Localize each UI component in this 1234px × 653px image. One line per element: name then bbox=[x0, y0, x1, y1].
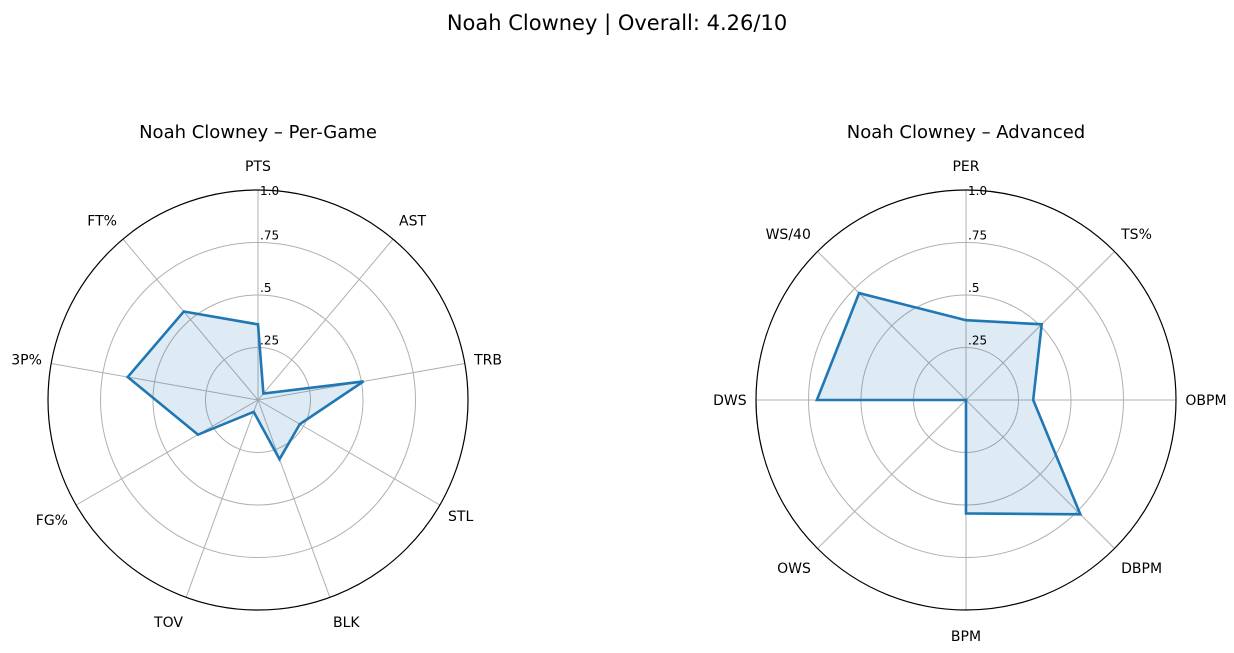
figure-title: Noah Clowney | Overall: 4.26/10 bbox=[447, 11, 787, 36]
category-label: BLK bbox=[333, 615, 360, 631]
spoke-gridline bbox=[965, 251, 1115, 401]
series-area bbox=[127, 311, 364, 460]
radial-tick-label: .75 bbox=[260, 229, 279, 243]
category-label: WS/40 bbox=[766, 227, 811, 243]
spoke-gridline bbox=[817, 251, 967, 401]
spoke-gridline bbox=[185, 399, 259, 598]
radial-tick-label: .5 bbox=[968, 281, 979, 295]
category-label: OBPM bbox=[1185, 393, 1226, 409]
chart-title: Noah Clowney – Advanced bbox=[847, 122, 1085, 143]
radial-tick-label: .25 bbox=[968, 334, 987, 348]
category-label: TS% bbox=[1120, 227, 1152, 243]
category-label: STL bbox=[448, 509, 473, 525]
series-area bbox=[816, 293, 1081, 515]
category-label: 3P% bbox=[11, 353, 42, 369]
category-label: AST bbox=[399, 213, 426, 229]
spoke-gridline bbox=[965, 399, 1115, 549]
category-label: PTS bbox=[245, 159, 271, 175]
category-label: FT% bbox=[87, 213, 117, 229]
category-label: TOV bbox=[153, 615, 183, 631]
category-label: DWS bbox=[713, 393, 747, 409]
spoke-gridline bbox=[257, 238, 394, 401]
category-label: PER bbox=[952, 159, 979, 175]
spoke-gridline bbox=[257, 399, 441, 506]
radar-chart-per-game: Noah Clowney – Per-Game PTS AST TRB STL BLK T… bbox=[11, 122, 502, 631]
chart-title: Noah Clowney – Per-Game bbox=[139, 122, 377, 143]
category-label: OWS bbox=[777, 561, 811, 577]
polar-frame bbox=[755, 189, 1177, 611]
category-label: DBPM bbox=[1121, 561, 1162, 577]
polar-frame bbox=[47, 189, 469, 611]
radial-tick-label: .5 bbox=[260, 281, 271, 295]
category-label: BPM bbox=[951, 629, 981, 645]
category-label: TRB bbox=[473, 353, 502, 369]
spoke-gridline bbox=[75, 399, 259, 506]
radial-tick-label: 1.0 bbox=[968, 184, 987, 198]
category-label: FG% bbox=[36, 513, 68, 529]
spoke-gridline bbox=[51, 363, 259, 401]
radar-chart-advanced: Noah Clowney – Advanced PER TS% OBPM DBPM BP… bbox=[713, 122, 1226, 645]
spoke-gridline bbox=[817, 399, 967, 549]
spoke-gridline bbox=[257, 399, 331, 598]
series-line bbox=[814, 291, 1083, 516]
series-line bbox=[125, 310, 365, 462]
radial-tick-label: .25 bbox=[260, 334, 279, 348]
radial-tick-label: 1.0 bbox=[260, 184, 279, 198]
radial-tick-label: .75 bbox=[968, 229, 987, 243]
spoke-gridline bbox=[122, 238, 259, 401]
